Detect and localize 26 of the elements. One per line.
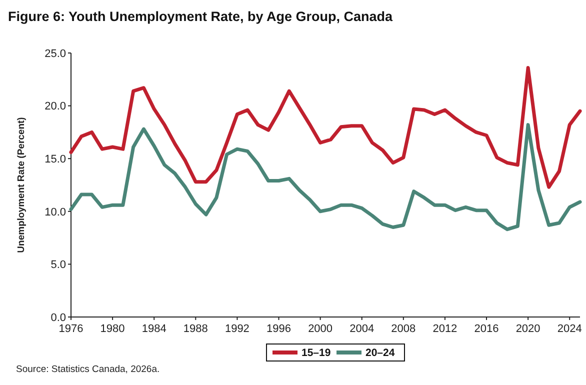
chart-title: Figure 6: Youth Unemployment Rate, by Age Group, Canada [8,9,394,24]
y-tick-label: 5.0 [50,259,66,272]
x-tick-label: 1996 [266,323,291,335]
x-tick-label: 2024 [557,323,582,335]
x-tick-label: 1980 [100,323,125,335]
legend-label: 15–19 [302,347,331,360]
source-note: Source: Statistics Canada, 2026a. [16,364,160,375]
x-tick-label: 2020 [516,323,540,335]
y-tick-label: 20.0 [44,100,66,113]
y-tick-label: 0.0 [50,312,66,324]
line-series [69,66,582,189]
x-tick-label: 2012 [432,323,458,335]
y-tick-label: 25.0 [44,48,66,60]
x-tick-label: 2016 [474,323,499,335]
x-tick-label: 1992 [224,323,250,335]
y-axis-title: Unemployment Rate (Percent) [16,117,27,253]
legend-label: 20–24 [366,347,395,360]
y-tick-label: 15.0 [44,153,66,166]
x-tick-label: 1984 [142,323,166,335]
line-series [69,123,582,232]
x-tick-label: 1988 [183,323,208,335]
x-tick-label: 2000 [308,323,333,335]
x-tick-label: 1976 [58,323,84,335]
x-tick-label: 2004 [350,323,374,335]
y-tick-label: 10.0 [44,206,66,218]
x-tick-label: 2008 [391,323,416,335]
